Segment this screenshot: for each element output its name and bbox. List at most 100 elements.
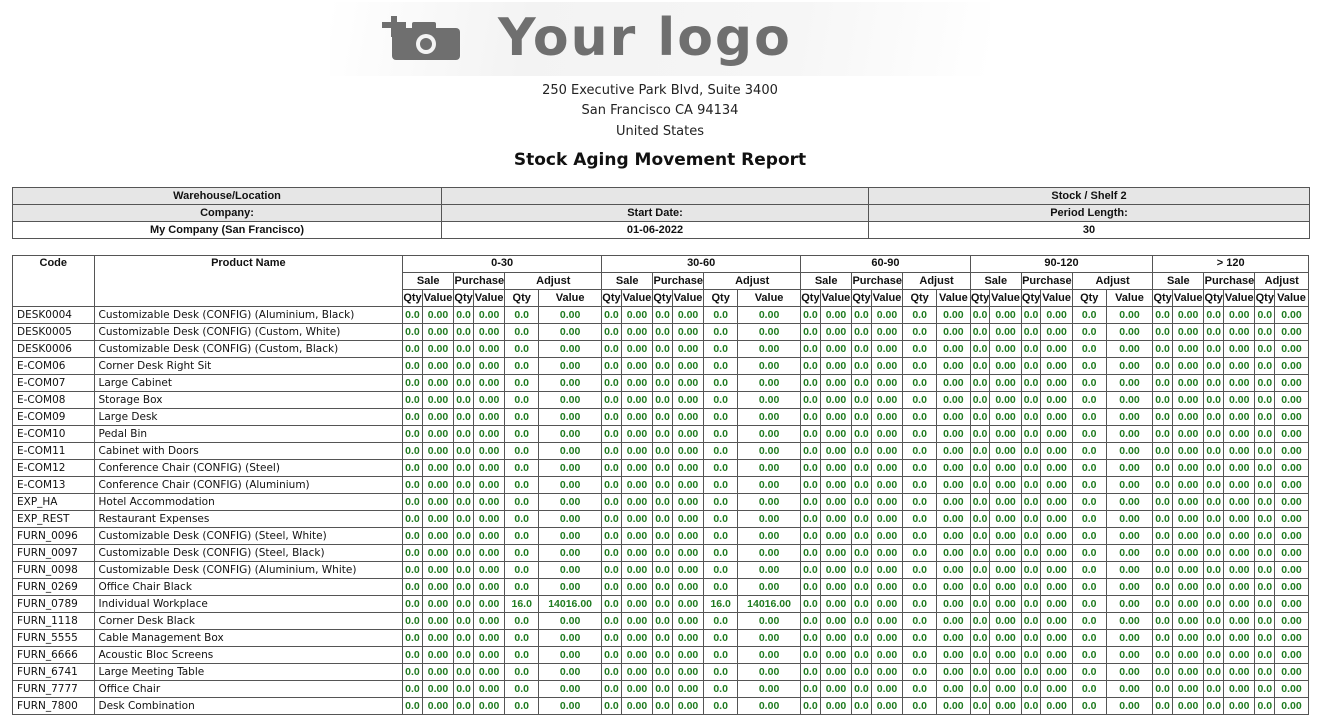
value-cell: 0.00 <box>671 544 705 562</box>
value-cell: 0.00 <box>870 544 904 562</box>
value-cell: 0.00 <box>421 578 455 596</box>
value-cell: 0.00 <box>989 442 1022 460</box>
qty-cell: 0.0 <box>504 323 540 341</box>
qty-cell: 0.0 <box>1203 476 1224 494</box>
qty-cell: 0.0 <box>969 323 991 341</box>
qty-cell: 0.0 <box>851 629 872 647</box>
qty-cell: 0.0 <box>402 476 423 494</box>
value-cell: 0.00 <box>421 391 455 409</box>
qty-cell: 0.0 <box>1020 646 1042 664</box>
qty-cell: 0.0 <box>402 425 423 443</box>
qty-cell: 0.0 <box>652 544 673 562</box>
value-cell: 0.00 <box>1105 629 1154 647</box>
value-cell: 0.00 <box>736 544 802 562</box>
group-header: Purchase <box>851 272 904 290</box>
value-cell: 0.00 <box>620 459 654 477</box>
qty-cell: 0.0 <box>969 663 991 681</box>
group-header: Sale <box>601 272 654 290</box>
qty-cell: 0.0 <box>1020 544 1042 562</box>
product-name: Individual Workplace <box>93 595 404 613</box>
qty-cell: 0.0 <box>969 425 991 443</box>
qty-cell: 0.0 <box>800 595 821 613</box>
qty-cell: 0.0 <box>703 561 738 579</box>
qty-cell: 0.0 <box>601 408 622 426</box>
qty-cell: 0.0 <box>969 561 991 579</box>
qty-cell: 0.0 <box>703 425 738 443</box>
value-cell: 0.00 <box>1222 561 1256 579</box>
qty-cell: 0.0 <box>703 629 738 647</box>
qty-cell: 0.0 <box>601 476 622 494</box>
value-header: Value <box>819 289 853 307</box>
qty-cell: 0.0 <box>1020 323 1042 341</box>
product-name: Storage Box <box>93 391 404 409</box>
qty-header: Qty <box>402 289 423 307</box>
qty-cell: 0.0 <box>1071 544 1107 562</box>
qty-cell: 0.0 <box>652 340 673 358</box>
value-cell: 0.00 <box>935 680 971 698</box>
product-code: DESK0004 <box>12 306 95 324</box>
qty-cell: 0.0 <box>902 459 937 477</box>
value-cell: 0.00 <box>421 646 455 664</box>
qty-cell: 0.0 <box>601 340 622 358</box>
value-cell: 0.00 <box>1222 578 1256 596</box>
qty-cell: 0.0 <box>652 425 673 443</box>
qty-header: Qty <box>851 289 872 307</box>
group-header: Purchase <box>1020 272 1073 290</box>
value-cell: 0.00 <box>1040 629 1073 647</box>
value-cell: 0.00 <box>1171 680 1205 698</box>
value-cell: 0.00 <box>935 357 971 375</box>
info-row: Company: Start Date: Period Length: <box>12 204 1310 222</box>
value-cell: 0.00 <box>620 680 654 698</box>
qty-cell: 0.0 <box>504 391 540 409</box>
qty-cell: 0.0 <box>1020 442 1042 460</box>
value-cell: 0.00 <box>989 493 1022 511</box>
qty-cell: 0.0 <box>1152 612 1173 630</box>
qty-cell: 0.0 <box>504 561 540 579</box>
value-cell: 0.00 <box>1222 527 1256 545</box>
qty-cell: 0.0 <box>652 408 673 426</box>
qty-cell: 0.0 <box>453 527 474 545</box>
qty-cell: 0.0 <box>800 323 821 341</box>
qty-cell: 0.0 <box>851 425 872 443</box>
value-cell: 0.00 <box>1040 323 1073 341</box>
qty-cell: 0.0 <box>402 527 423 545</box>
value-cell: 0.00 <box>1040 646 1073 664</box>
value-cell: 0.00 <box>671 374 705 392</box>
qty-cell: 0.0 <box>800 697 821 715</box>
value-cell: 0.00 <box>472 306 506 324</box>
qty-cell: 0.0 <box>402 663 423 681</box>
product-code: FURN_6666 <box>12 646 95 664</box>
qty-cell: 0.0 <box>902 680 937 698</box>
value-cell: 0.00 <box>935 578 971 596</box>
qty-cell: 0.0 <box>453 476 474 494</box>
qty-cell: 0.0 <box>800 510 821 528</box>
qty-cell: 0.0 <box>1071 442 1107 460</box>
qty-cell: 0.0 <box>402 544 423 562</box>
qty-cell: 0.0 <box>703 408 738 426</box>
value-cell: 0.00 <box>1040 391 1073 409</box>
qty-cell: 0.0 <box>1254 425 1276 443</box>
product-name: Large Desk <box>93 408 404 426</box>
value-cell: 0.00 <box>620 595 654 613</box>
value-cell: 0.00 <box>421 595 455 613</box>
value-cell: 0.00 <box>472 374 506 392</box>
qty-cell: 0.0 <box>800 629 821 647</box>
qty-cell: 0.0 <box>1254 510 1276 528</box>
product-code: FURN_0269 <box>12 578 95 596</box>
qty-header: Qty <box>504 289 540 307</box>
value-cell: 0.00 <box>1105 408 1154 426</box>
value-cell: 0.00 <box>620 697 654 715</box>
qty-cell: 0.0 <box>652 663 673 681</box>
qty-cell: 0.0 <box>504 357 540 375</box>
product-name: Office Chair <box>93 680 404 698</box>
value-cell: 0.00 <box>989 612 1022 630</box>
product-code: FURN_1118 <box>12 612 95 630</box>
qty-header: Qty <box>652 289 673 307</box>
value-cell: 0.00 <box>620 306 654 324</box>
value-cell: 0.00 <box>1274 527 1309 545</box>
group-header: Sale <box>800 272 853 290</box>
qty-cell: 0.0 <box>1203 595 1224 613</box>
qty-cell: 0.0 <box>1152 442 1173 460</box>
value-cell: 0.00 <box>819 646 853 664</box>
product-name: Restaurant Expenses <box>93 510 404 528</box>
